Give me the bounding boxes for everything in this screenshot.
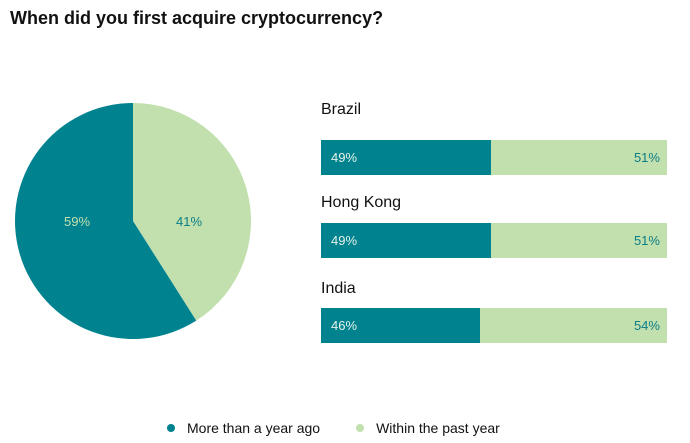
- bar-value-label: 49%: [331, 233, 358, 248]
- bar-segment: 51%: [490, 140, 667, 175]
- bar-segment: 49%: [321, 223, 491, 258]
- bar-segment: 49%: [321, 140, 491, 175]
- bar-category-label: Brazil: [321, 101, 362, 118]
- pie-slice: [14, 103, 197, 339]
- chart-title: When did you first acquire cryptocurrenc…: [10, 8, 384, 28]
- legend-item-more: More than a year ago: [167, 420, 320, 436]
- legend-dot-icon: [356, 424, 365, 432]
- legend-label: More than a year ago: [187, 420, 321, 436]
- legend-dot-icon: [167, 424, 175, 432]
- stacked-bar: 46% 54%: [321, 308, 667, 343]
- pie-chart: 41% 59%: [14, 103, 251, 339]
- bar-segment: 51%: [490, 223, 667, 258]
- legend-item-within: Within the past year: [356, 420, 500, 436]
- stacked-bar: 49% 51%: [321, 223, 667, 258]
- pie-slice: [133, 103, 251, 321]
- pie-slice-label: 59%: [64, 214, 90, 229]
- bar-value-label: 51%: [633, 150, 660, 165]
- bar-category-label: India: [321, 280, 356, 297]
- legend: More than a year ago Within the past yea…: [167, 420, 500, 436]
- bar-value-label: 51%: [633, 233, 660, 248]
- bar-segment: 46%: [321, 308, 481, 343]
- bar-value-label: 46%: [331, 318, 358, 333]
- legend-label: Within the past year: [376, 420, 500, 436]
- pie-slice-label: 41%: [176, 214, 202, 229]
- bar-segment: 54%: [480, 308, 667, 343]
- stacked-bar: 49% 51%: [321, 140, 667, 175]
- bar-value-label: 49%: [331, 150, 358, 165]
- bar-category-label: Hong Kong: [321, 194, 402, 211]
- bar-value-label: 54%: [633, 318, 660, 333]
